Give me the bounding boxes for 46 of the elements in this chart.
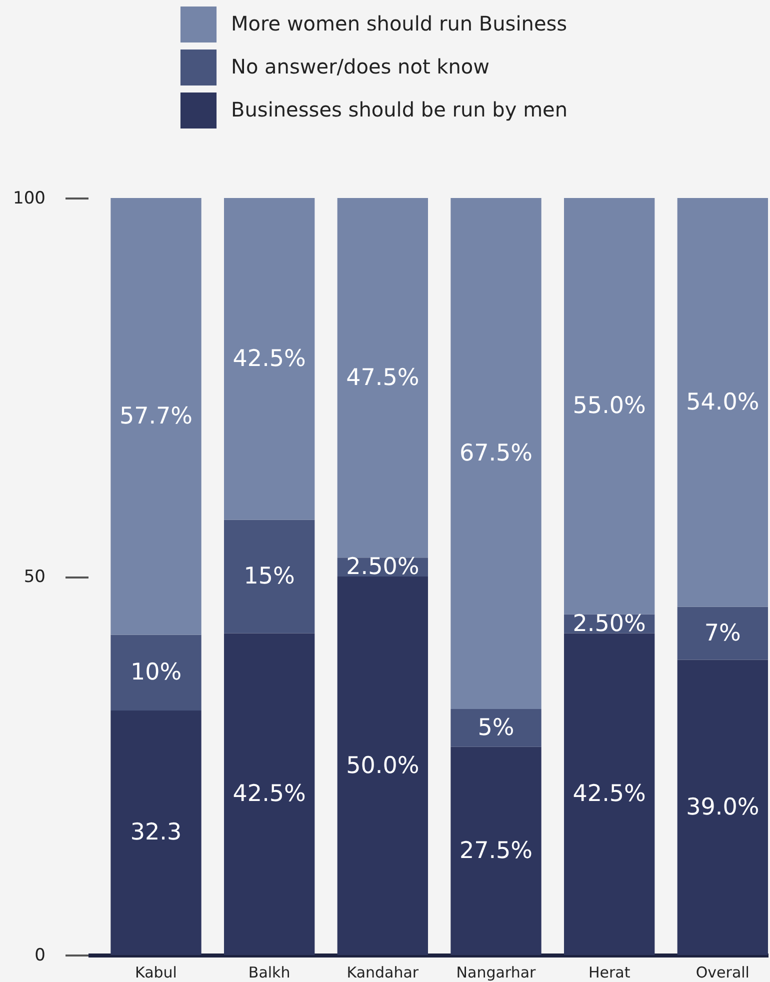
y-tick-label: 100 bbox=[13, 188, 46, 208]
legend-label: More women should run Business bbox=[231, 12, 568, 36]
bar bbox=[564, 633, 655, 955]
bar bbox=[110, 634, 202, 710]
bar bbox=[224, 520, 315, 634]
bar bbox=[110, 710, 202, 955]
legend-label: Businesses should be run by men bbox=[231, 98, 568, 122]
data-label: 67.5% bbox=[459, 440, 533, 466]
bar bbox=[677, 606, 768, 660]
data-label: 50.0% bbox=[346, 752, 420, 779]
bar bbox=[110, 198, 202, 635]
x-tick-label: Overall bbox=[696, 964, 750, 982]
x-tick-label: Kabul bbox=[135, 964, 177, 982]
data-label: 32.3 bbox=[130, 820, 182, 846]
data-label: 7% bbox=[704, 620, 741, 646]
data-label: 42.5% bbox=[572, 781, 646, 808]
data-label: 10% bbox=[130, 660, 182, 686]
bar bbox=[677, 198, 768, 607]
legend-label: No answer/does not know bbox=[231, 54, 490, 78]
bar bbox=[677, 660, 768, 955]
x-tick-label: Kandahar bbox=[346, 964, 420, 982]
data-label: 42.5% bbox=[232, 346, 306, 372]
bar bbox=[450, 746, 542, 955]
data-label: 2.50% bbox=[346, 554, 420, 580]
data-label: 55.0% bbox=[572, 393, 646, 420]
data-label: 54.0% bbox=[686, 389, 760, 416]
x-tick-label: Balkh bbox=[248, 964, 290, 982]
data-label: 2.50% bbox=[572, 610, 646, 637]
data-label: 47.5% bbox=[346, 364, 420, 391]
bar bbox=[337, 576, 428, 955]
x-tick-label: Herat bbox=[588, 964, 630, 982]
data-label: 15% bbox=[244, 564, 295, 590]
bar bbox=[337, 198, 428, 558]
bar bbox=[450, 708, 542, 747]
bar bbox=[564, 198, 655, 614]
bar bbox=[224, 633, 315, 955]
data-label: 39.0% bbox=[686, 794, 760, 820]
bar bbox=[450, 198, 542, 709]
data-label: 42.5% bbox=[232, 781, 306, 808]
y-tick-label: 50 bbox=[24, 567, 46, 587]
bar bbox=[224, 198, 315, 520]
data-label: 57.7% bbox=[119, 403, 193, 430]
data-label: 5% bbox=[478, 714, 514, 741]
data-label: 27.5% bbox=[459, 838, 533, 864]
y-tick-label: 0 bbox=[34, 946, 46, 966]
x-tick-label: Nangarhar bbox=[456, 964, 537, 982]
